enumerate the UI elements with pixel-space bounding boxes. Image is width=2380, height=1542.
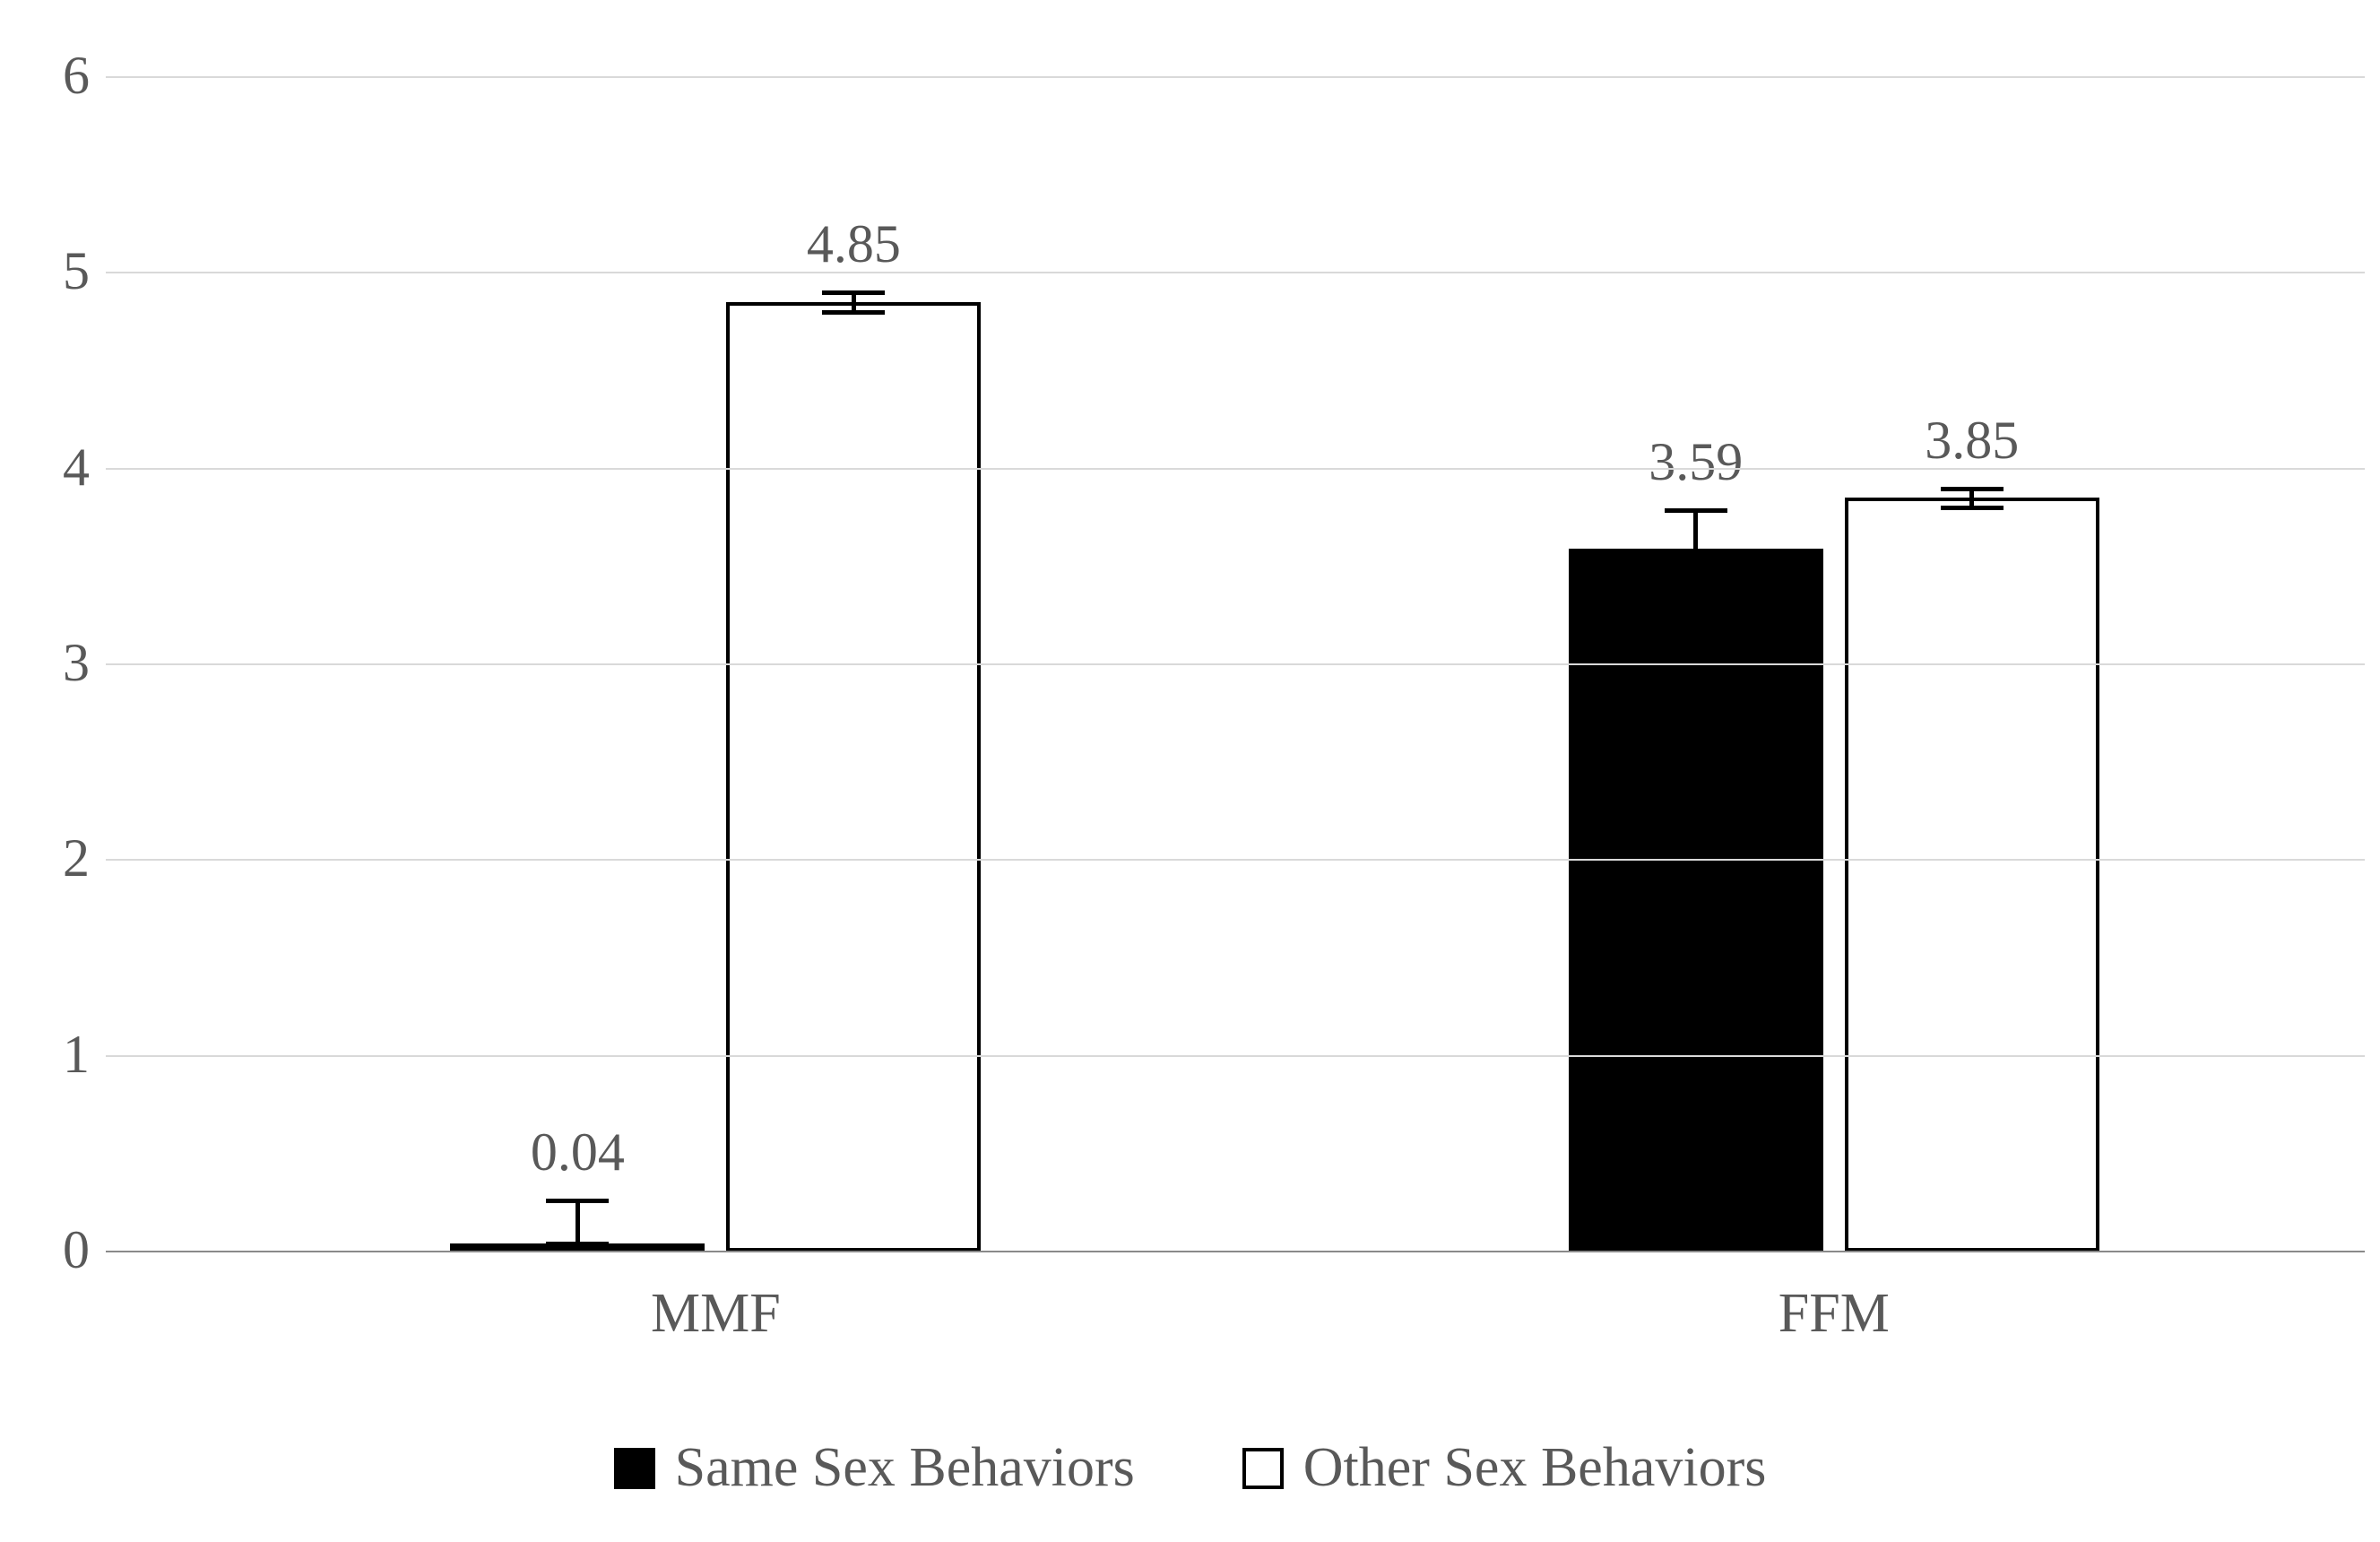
y-tick-label: 2 [27, 827, 90, 889]
bar-chart: 0.04 4.85 3.59 3.85 0 1 2 3 4 5 6 MMF FFM Same Sex… [0, 0, 2380, 1542]
bar-ffm-same [1569, 549, 1823, 1252]
data-label: 3.59 [1588, 431, 1804, 493]
data-label: 3.85 [1865, 410, 2080, 472]
data-label: 0.04 [470, 1122, 685, 1183]
category-label-ffm: FFM [1655, 1282, 2013, 1346]
gridline [106, 1055, 2365, 1057]
gridline [106, 859, 2365, 861]
legend-swatch-filled [614, 1448, 655, 1489]
bar-ffm-other [1845, 498, 2099, 1252]
y-tick-label: 1 [27, 1024, 90, 1086]
y-tick-label: 4 [27, 437, 90, 498]
y-tick-label: 6 [27, 45, 90, 107]
y-tick-label: 5 [27, 240, 90, 302]
bar-mmf-other [726, 302, 981, 1252]
y-tick-label: 3 [27, 632, 90, 694]
baseline [106, 1251, 2365, 1252]
gridline [106, 76, 2365, 78]
legend-item-other: Other Sex Behaviors [1242, 1436, 1767, 1500]
legend: Same Sex Behaviors Other Sex Behaviors [0, 1436, 2380, 1500]
gridline [106, 272, 2365, 273]
y-tick-label: 0 [27, 1219, 90, 1281]
gridline [106, 468, 2365, 470]
legend-swatch-open [1242, 1448, 1284, 1489]
legend-label-other: Other Sex Behaviors [1303, 1436, 1767, 1500]
gridline [106, 663, 2365, 665]
category-label-mmf: MMF [536, 1282, 895, 1346]
legend-item-same: Same Sex Behaviors [614, 1436, 1135, 1500]
legend-label-same: Same Sex Behaviors [675, 1436, 1135, 1500]
data-label: 4.85 [746, 213, 961, 275]
